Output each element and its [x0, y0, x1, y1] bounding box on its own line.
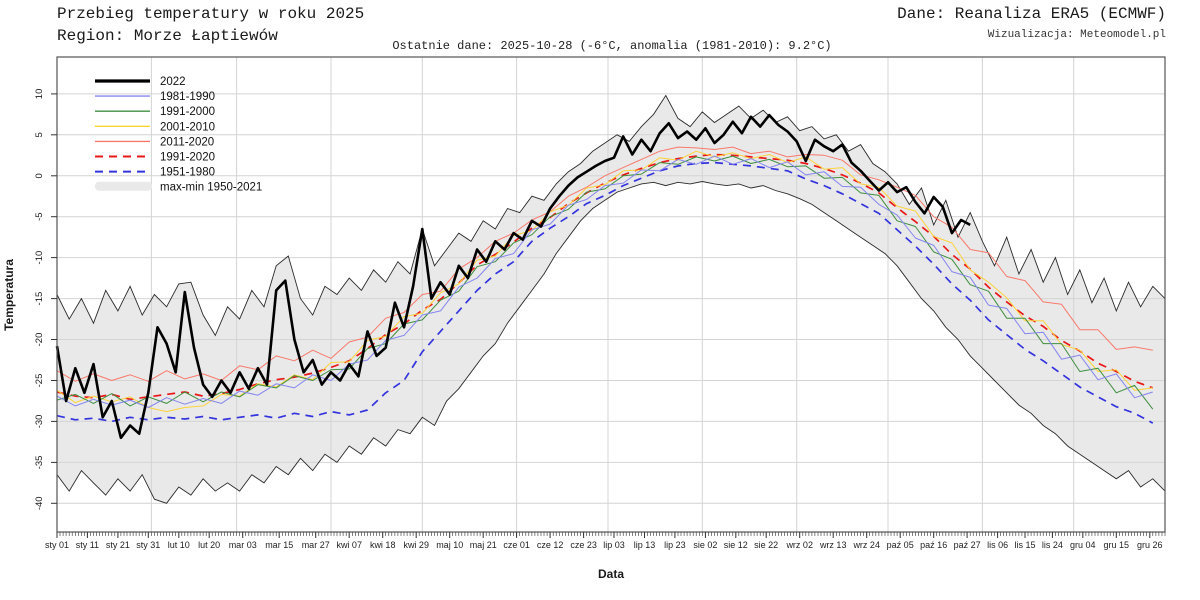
y-tick-label: 0: [34, 173, 45, 178]
legend-label-2011-2020: 2011-2020: [160, 136, 214, 148]
x-tick-label: lut 20: [198, 540, 220, 550]
max-min-band: [57, 95, 1165, 504]
x-tick-label: sty 11: [76, 540, 99, 550]
plot-area: sty 01 sty 11 sty 21 sty 31 lut 10 lut 20 mar …: [34, 56, 1166, 550]
x-tick-label: sty 31: [136, 540, 160, 550]
y-tick-label: -5: [34, 212, 45, 220]
series-line-2011-2020: [56, 146, 1153, 382]
x-tick-label: sie 02: [693, 540, 717, 550]
x-tick-label: lip 23: [664, 540, 686, 550]
x-tick-label: mar 27: [302, 540, 330, 550]
x-tick-label: wrz 02: [785, 540, 813, 550]
y-axis-title: Temperatura: [2, 259, 16, 331]
x-tick-label: kwi 07: [336, 540, 362, 550]
y-tick-label: -40: [34, 496, 45, 510]
x-tick-label: sty 21: [106, 540, 130, 550]
x-tick-label: paź 05: [887, 540, 914, 550]
visualization-credit: Wizualizacja: Meteomodel.pl: [988, 29, 1166, 41]
x-tick-label: wrz 24: [852, 540, 880, 550]
legend-label-1951-1980: 1951-1980: [160, 167, 215, 179]
legend-label-band: max-min 1950-2021: [160, 182, 262, 194]
x-tick-label: sie 12: [724, 540, 748, 550]
last-data-subtitle: Ostatnie dane: 2025-10-28 (-6°C, anomali…: [392, 39, 831, 53]
x-tick-label: lis 06: [987, 540, 1008, 550]
series-line-1951-1980: [56, 161, 1154, 424]
x-tick-label: gru 04: [1070, 540, 1096, 550]
x-tick-label: paź 16: [920, 540, 947, 550]
x-tick-label: lip 13: [634, 540, 656, 550]
legend-label-1991-2000: 1991-2000: [160, 106, 215, 118]
series-line-2022: [55, 113, 971, 440]
legend-label-1981-1990: 1981-1990: [160, 91, 215, 103]
y-tick-label: -10: [34, 251, 45, 265]
series-line-1981-1990: [56, 155, 1153, 408]
page-title: Przebieg temperatury w roku 2025: [57, 5, 364, 23]
series-line-2001-2010: [56, 150, 1153, 413]
x-tick-label: sie 22: [754, 540, 778, 550]
legend-label-1991-2020: 1991-2020: [160, 152, 215, 164]
x-tick-label: mar 15: [265, 540, 293, 550]
x-tick-label: mar 03: [229, 540, 257, 550]
x-tick-label: kwi 29: [403, 540, 429, 550]
x-tick-label: kwi 18: [370, 540, 396, 550]
x-tick-label: cze 23: [570, 540, 597, 550]
x-tick-label: lut 10: [168, 540, 190, 550]
x-axis-title: Data: [598, 567, 624, 581]
band-min-edge: [56, 181, 1166, 504]
x-tick-label: lis 24: [1042, 540, 1063, 550]
y-tick-label: -30: [34, 415, 45, 429]
x-tick-label: maj 10: [436, 540, 463, 550]
x-tick-label: gru 26: [1137, 540, 1163, 550]
y-tick-label: -35: [34, 456, 45, 470]
y-tick-label: -15: [34, 292, 45, 306]
y-tick-label: -25: [34, 374, 45, 388]
legend-label-2001-2010: 2001-2010: [160, 121, 215, 133]
series-line-1991-2000: [56, 155, 1154, 410]
data-source-label: Dane: Reanaliza ERA5 (ECMWF): [897, 5, 1166, 23]
y-tick-label: 5: [34, 132, 45, 137]
legend-band-swatch: [95, 181, 152, 191]
x-tick-label: gru 15: [1104, 540, 1130, 550]
x-tick-label: paź 27: [954, 540, 981, 550]
x-tick-label: cze 12: [537, 540, 564, 550]
region-subtitle: Region: Morze Łaptiewów: [57, 27, 278, 45]
x-tick-label: cze 01: [503, 540, 530, 550]
x-tick-label: lip 03: [603, 540, 625, 550]
x-tick-label: maj 21: [470, 540, 497, 550]
y-tick-label: -20: [34, 333, 45, 347]
band-max-edge: [56, 94, 1166, 337]
x-tick-label: lis 15: [1014, 540, 1035, 550]
y-tick-label: 10: [34, 89, 45, 100]
x-tick-label: wrz 13: [819, 540, 847, 550]
x-tick-label: sty 01: [45, 540, 69, 550]
legend-label-2022: 2022: [160, 76, 186, 88]
